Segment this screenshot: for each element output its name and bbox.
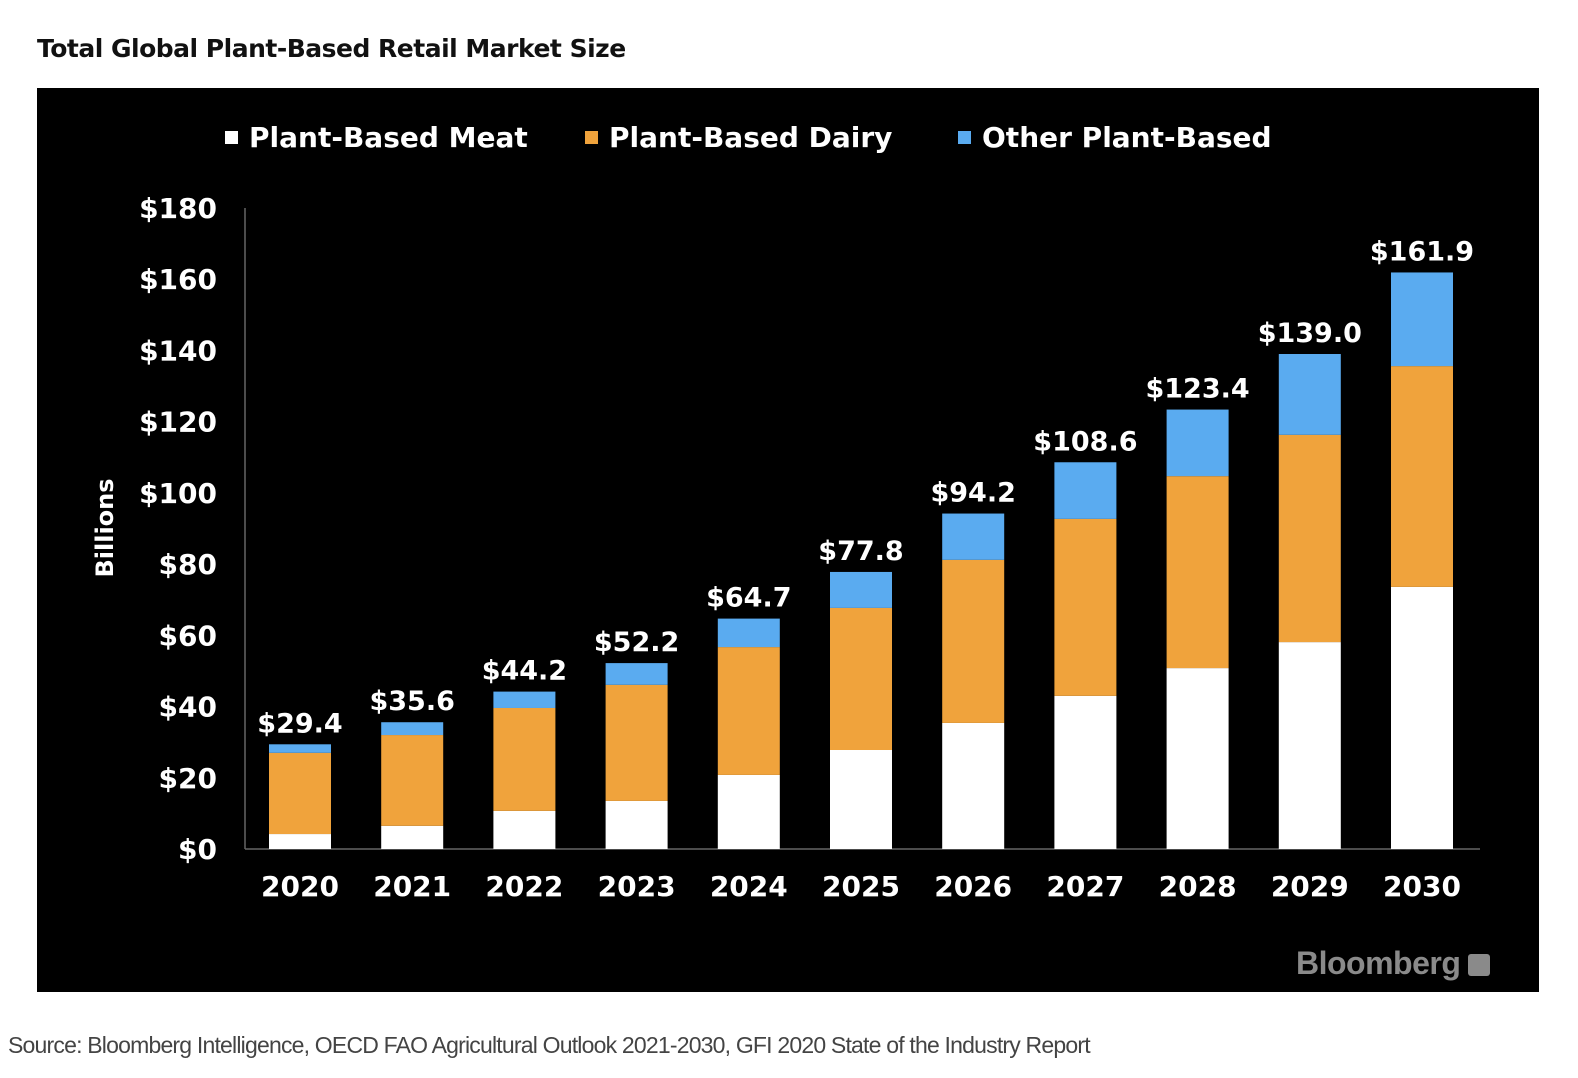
- y-axis-label: Billions: [91, 478, 119, 577]
- y-tick-label: $60: [159, 619, 217, 652]
- y-tick-label: $20: [159, 762, 217, 795]
- legend-swatch: [585, 131, 598, 144]
- total-label: $94.2: [930, 478, 1015, 509]
- total-label: $64.7: [706, 583, 791, 614]
- bar-segment: [1166, 409, 1229, 477]
- y-tick-label: $80: [159, 548, 217, 581]
- legend-swatch: [958, 131, 971, 144]
- chart-title: Total Global Plant-Based Retail Market S…: [37, 34, 626, 63]
- bar-segment: [381, 735, 444, 826]
- y-tick-label: $160: [139, 263, 217, 296]
- bar-segment: [1278, 642, 1341, 849]
- bar-segment: [1278, 434, 1341, 643]
- bar-segment: [269, 752, 331, 835]
- x-tick-label: 2022: [485, 870, 563, 903]
- bar-segment: [493, 810, 556, 849]
- total-label: $123.4: [1145, 374, 1249, 405]
- y-tick-label: $140: [139, 334, 217, 367]
- x-tick-label: 2023: [598, 870, 676, 903]
- y-tick-label: $120: [139, 406, 217, 439]
- bar-segment: [269, 744, 331, 753]
- x-tick-label: 2024: [710, 870, 788, 903]
- stacked-bar-chart: $0 $20 $40 $60 $80 $100 $120 $140 $160 $180 Billio…: [91, 121, 1480, 903]
- bar-segment: [605, 684, 668, 801]
- total-label: $29.4: [257, 708, 342, 739]
- bar-segment: [1166, 668, 1229, 849]
- bar-segment: [1278, 354, 1341, 435]
- bar-segment: [1054, 695, 1117, 849]
- bar-segment: [717, 774, 780, 849]
- chart-panel: $0 $20 $40 $60 $80 $100 $120 $140 $160 $180 Billio…: [37, 88, 1539, 992]
- total-label: $44.2: [482, 656, 567, 687]
- bar-segment: [830, 750, 892, 849]
- total-label: $35.6: [369, 686, 454, 717]
- bar-segment: [269, 834, 331, 849]
- bar-segment: [381, 722, 444, 736]
- bar-segment: [1391, 366, 1453, 587]
- y-tick-label: $100: [139, 477, 217, 510]
- bar-segment: [493, 691, 556, 708]
- bar-segment: [830, 571, 892, 608]
- x-tick-label: 2029: [1271, 870, 1349, 903]
- bloomberg-wordmark: Bloomberg: [1296, 945, 1461, 981]
- bar-segment: [942, 513, 1005, 560]
- total-label: $108.6: [1033, 426, 1137, 457]
- x-tick-label: 2028: [1159, 870, 1237, 903]
- legend-label: Plant-Based Meat: [249, 121, 528, 154]
- bar-segment: [605, 663, 668, 685]
- bloomberg-logo-icon: [1468, 954, 1491, 976]
- total-label: $77.8: [818, 536, 903, 567]
- total-label: $52.2: [594, 627, 679, 658]
- x-tick-label: 2027: [1046, 870, 1124, 903]
- bar-segment: [942, 722, 1005, 849]
- bar-segment: [717, 647, 780, 775]
- x-tick-label: 2030: [1383, 870, 1461, 903]
- bar-segment: [381, 825, 444, 849]
- bloomberg-logo: Bloomberg: [1296, 945, 1491, 982]
- total-label: $161.9: [1370, 236, 1474, 267]
- y-tick-label: $180: [139, 192, 217, 225]
- bar-segment: [1054, 462, 1117, 519]
- x-tick-label: 2025: [822, 870, 900, 903]
- legend-label: Plant-Based Dairy: [609, 121, 892, 154]
- legend-swatch: [225, 131, 238, 144]
- bar-segment: [605, 800, 668, 849]
- total-label: $139.0: [1258, 318, 1362, 349]
- y-tick-label: $0: [178, 833, 217, 866]
- x-tick-label: 2021: [373, 870, 451, 903]
- bar-segment: [1391, 272, 1453, 367]
- bar-segment: [717, 618, 780, 648]
- bar-segment: [493, 707, 556, 811]
- bar-segment: [830, 607, 892, 751]
- bar-segment: [1054, 518, 1117, 696]
- y-tick-label: $40: [159, 691, 217, 724]
- bar-segment: [1391, 586, 1453, 849]
- x-tick-label: 2020: [261, 870, 339, 903]
- x-tick-label: 2026: [934, 870, 1012, 903]
- bar-segment: [1166, 476, 1229, 669]
- source-note: Source: Bloomberg Intelligence, OECD FAO…: [8, 1032, 1091, 1058]
- bar-segment: [942, 559, 1005, 723]
- legend-label: Other Plant-Based: [982, 121, 1272, 154]
